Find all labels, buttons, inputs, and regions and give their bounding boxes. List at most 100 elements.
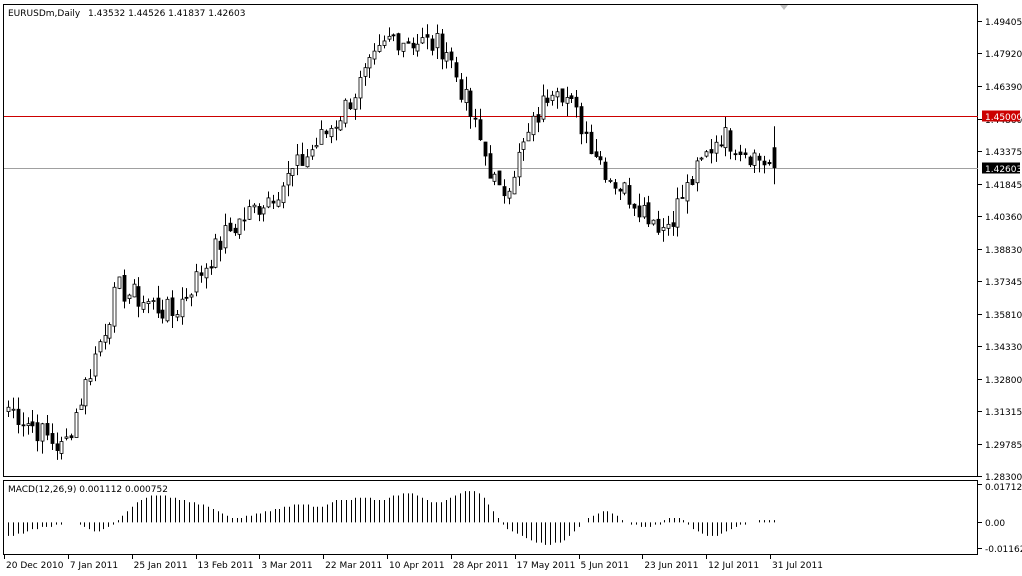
ohlc-readout: 1.43532 1.44526 1.41837 1.42603 bbox=[88, 9, 245, 19]
price-tick-label: 1.41845 bbox=[985, 181, 1022, 191]
time-axis[interactable]: 20 Dec 2010 7 Jan 2011 25 Jan 2011 13 Feb 2… bbox=[4, 555, 823, 571]
candle bbox=[151, 297, 156, 310]
candle bbox=[497, 170, 502, 186]
candle bbox=[175, 309, 180, 322]
candle bbox=[733, 149, 738, 161]
candle bbox=[88, 369, 93, 386]
candle bbox=[444, 42, 449, 69]
time-tick-label: 13 Feb 2011 bbox=[198, 561, 254, 571]
resistance-price-tag-text: 1.45000 bbox=[985, 113, 1022, 123]
candle bbox=[79, 398, 84, 411]
macd-tick-label: -0.011621 bbox=[985, 545, 1022, 555]
candle bbox=[165, 296, 170, 323]
candle bbox=[286, 160, 291, 197]
candle bbox=[608, 178, 613, 184]
candle bbox=[242, 207, 247, 231]
candle bbox=[271, 194, 276, 209]
candle bbox=[40, 422, 45, 454]
candlestick-series bbox=[6, 24, 777, 460]
candle bbox=[574, 90, 579, 118]
candle bbox=[642, 197, 647, 219]
price-tick-label: 1.46390 bbox=[985, 83, 1022, 93]
candle bbox=[526, 123, 531, 142]
candle bbox=[329, 125, 334, 144]
candle bbox=[632, 203, 637, 216]
time-tick-label: 17 May 2011 bbox=[517, 561, 576, 571]
candle bbox=[569, 93, 574, 104]
time-tick-label: 28 Apr 2011 bbox=[453, 561, 509, 571]
candle bbox=[699, 156, 704, 161]
candle bbox=[281, 182, 286, 209]
candle bbox=[430, 35, 435, 56]
candle bbox=[35, 414, 40, 452]
candle bbox=[401, 42, 406, 58]
candle bbox=[411, 37, 416, 56]
candle bbox=[59, 436, 64, 460]
time-tick-label: 25 Jan 2011 bbox=[134, 561, 188, 571]
candle bbox=[598, 151, 603, 165]
candle bbox=[714, 135, 719, 162]
candle bbox=[435, 24, 440, 59]
price-tick-label: 1.38830 bbox=[985, 246, 1022, 256]
price-tick-label: 1.34330 bbox=[985, 343, 1022, 353]
candle bbox=[83, 377, 88, 415]
candle bbox=[310, 144, 315, 160]
candle bbox=[122, 269, 127, 309]
candle bbox=[180, 287, 185, 325]
candle bbox=[492, 171, 497, 186]
candle bbox=[136, 277, 141, 318]
candle bbox=[627, 177, 632, 209]
candle bbox=[103, 323, 108, 350]
time-tick-label: 22 Mar 2011 bbox=[325, 561, 382, 571]
candle bbox=[199, 265, 204, 283]
candle bbox=[565, 86, 570, 117]
candle bbox=[117, 276, 122, 290]
candle bbox=[50, 423, 55, 450]
candle bbox=[752, 149, 757, 174]
candle bbox=[314, 137, 319, 149]
time-tick-label: 12 Jul 2011 bbox=[708, 561, 759, 571]
price-axis[interactable]: 1.494051.479201.463901.448601.433751.418… bbox=[978, 18, 1022, 483]
candle bbox=[704, 149, 709, 158]
candle bbox=[11, 397, 16, 419]
candle bbox=[141, 295, 146, 313]
candle bbox=[45, 415, 50, 441]
candle bbox=[218, 236, 223, 262]
candle bbox=[454, 56, 459, 82]
price-tick-label: 1.47920 bbox=[985, 50, 1022, 60]
candle bbox=[468, 87, 473, 129]
candle bbox=[213, 233, 218, 269]
candle bbox=[680, 184, 685, 199]
candle bbox=[748, 155, 753, 168]
candle bbox=[449, 47, 454, 69]
chart-shift-marker-icon[interactable] bbox=[780, 5, 788, 10]
candle bbox=[160, 299, 165, 324]
candle bbox=[343, 98, 348, 128]
candle bbox=[613, 179, 618, 195]
price-tick-label: 1.28300 bbox=[985, 473, 1022, 483]
resistance-price-tag bbox=[982, 110, 1020, 122]
candle bbox=[30, 409, 35, 433]
candle bbox=[348, 98, 353, 111]
candle bbox=[223, 213, 228, 254]
candle bbox=[521, 138, 526, 161]
candle bbox=[391, 33, 396, 42]
candle bbox=[695, 157, 700, 192]
candle bbox=[16, 397, 21, 434]
candle bbox=[377, 34, 382, 53]
candle bbox=[512, 170, 517, 195]
candle bbox=[300, 142, 305, 166]
candle bbox=[228, 217, 233, 232]
candle bbox=[69, 433, 74, 441]
macd-pane-frame bbox=[3, 480, 978, 555]
time-tick-label: 7 Jan 2011 bbox=[70, 561, 118, 571]
price-tick-label: 1.37345 bbox=[985, 278, 1022, 288]
price-tick-label: 1.32800 bbox=[985, 376, 1022, 386]
candle bbox=[767, 159, 772, 166]
candle bbox=[334, 120, 339, 141]
candle bbox=[584, 121, 589, 144]
candle bbox=[483, 141, 488, 166]
candle bbox=[738, 144, 743, 162]
candle bbox=[319, 120, 324, 145]
